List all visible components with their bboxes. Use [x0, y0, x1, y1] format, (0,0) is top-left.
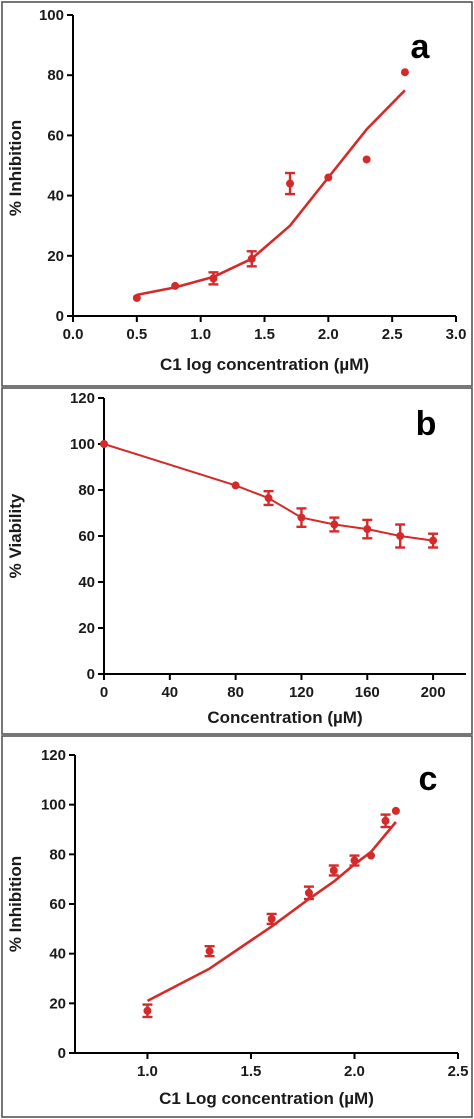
x-tick-label: 1.0 — [137, 1063, 158, 1080]
y-tick-label: 40 — [78, 574, 95, 591]
y-tick-label: 0 — [58, 1045, 66, 1062]
x-axis-title: C1 Log concentration (µM) — [159, 1089, 374, 1108]
data-point — [324, 173, 333, 182]
data-point — [381, 816, 390, 825]
y-tick-label: 80 — [78, 482, 95, 499]
x-axis-title: C1 log concentration (µM) — [160, 355, 369, 374]
data-point — [363, 525, 372, 534]
y-axis-title: % Viability — [6, 493, 25, 578]
fit-curve — [146, 821, 397, 1003]
data-point — [297, 513, 306, 522]
data-point — [396, 532, 405, 540]
data-point — [362, 155, 371, 164]
data-point — [231, 481, 240, 490]
y-tick-label: 20 — [78, 620, 95, 637]
y-tick-label: 20 — [49, 995, 66, 1012]
y-tick-label: 80 — [47, 67, 64, 84]
y-tick-label: 100 — [41, 797, 66, 814]
y-tick-label: 0 — [87, 666, 95, 683]
panel-letter: a — [411, 28, 431, 66]
chart-panel-c: 0 20 40 60 80 100 120 1.0 1.5 2.0 2.5 C1 Log concen… — [1, 735, 473, 1118]
x-tick-label: 80 — [227, 684, 244, 701]
x-tick-label: 160 — [355, 684, 380, 701]
data-point — [400, 68, 409, 77]
x-tick-label: 1.5 — [241, 1063, 262, 1080]
x-tick-label: 2.0 — [344, 1063, 365, 1080]
data-point — [267, 914, 276, 923]
x-tick-label: 1.5 — [254, 326, 275, 343]
y-axis-title: % Inhibition — [6, 856, 25, 952]
y-tick-label: 40 — [49, 946, 66, 963]
panel-border — [1, 387, 473, 735]
data-point — [205, 947, 214, 956]
data-point — [143, 1006, 152, 1015]
x-tick-label: 40 — [161, 684, 178, 701]
data-point — [304, 888, 313, 897]
y-tick-label: 20 — [47, 248, 64, 265]
y-axis-title: % Inhibition — [6, 120, 25, 216]
x-tick-label: 0.5 — [126, 326, 147, 343]
data-point — [350, 856, 359, 865]
data-point — [100, 440, 108, 448]
data-point — [391, 806, 400, 815]
y-tick-label: 60 — [49, 896, 66, 913]
panel-letter: c — [419, 760, 438, 798]
y-tick-label: 120 — [41, 747, 66, 764]
panel-letter: b — [416, 405, 437, 443]
x-tick-label: 2.0 — [318, 326, 339, 343]
y-tick-label: 100 — [70, 436, 95, 453]
data-point — [247, 254, 256, 263]
fit-curve — [136, 89, 406, 297]
y-tick-label: 80 — [49, 846, 66, 863]
y-tick-label: 0 — [56, 308, 64, 325]
data-point — [132, 293, 141, 302]
y-tick-label: 100 — [39, 7, 64, 24]
x-tick-label: 0 — [100, 684, 108, 701]
x-tick-label: 2.5 — [448, 1063, 469, 1080]
data-point — [330, 520, 339, 529]
data-point — [367, 851, 376, 860]
y-tick-label: 60 — [47, 127, 64, 144]
x-tick-label: 0.0 — [63, 326, 84, 343]
data-point — [209, 274, 218, 283]
data-point — [264, 494, 273, 503]
panel-border — [1, 735, 473, 1118]
data-point — [171, 281, 180, 290]
x-tick-label: 2.5 — [382, 326, 403, 343]
x-tick-label: 3.0 — [446, 326, 467, 343]
y-tick-label: 120 — [70, 390, 95, 407]
y-tick-label: 60 — [78, 528, 95, 545]
data-point — [429, 536, 438, 545]
chart-panel-b: 0 20 40 60 80 100 120 0 40 80 120 160 200 Concentrati… — [1, 387, 473, 735]
series-line — [103, 443, 434, 542]
x-tick-label: 120 — [289, 684, 314, 701]
data-point — [329, 866, 338, 875]
panel-border — [1, 1, 473, 387]
x-tick-label: 1.0 — [190, 326, 211, 343]
y-tick-label: 40 — [47, 188, 64, 205]
x-axis-title: Concentration (µM) — [207, 708, 362, 727]
data-point — [286, 179, 295, 188]
x-tick-label: 200 — [421, 684, 446, 701]
chart-panel-a: 0 20 40 60 80 100 0.0 0.5 1.0 1.5 2.0 2.5 3.0 C1 log … — [1, 1, 473, 387]
